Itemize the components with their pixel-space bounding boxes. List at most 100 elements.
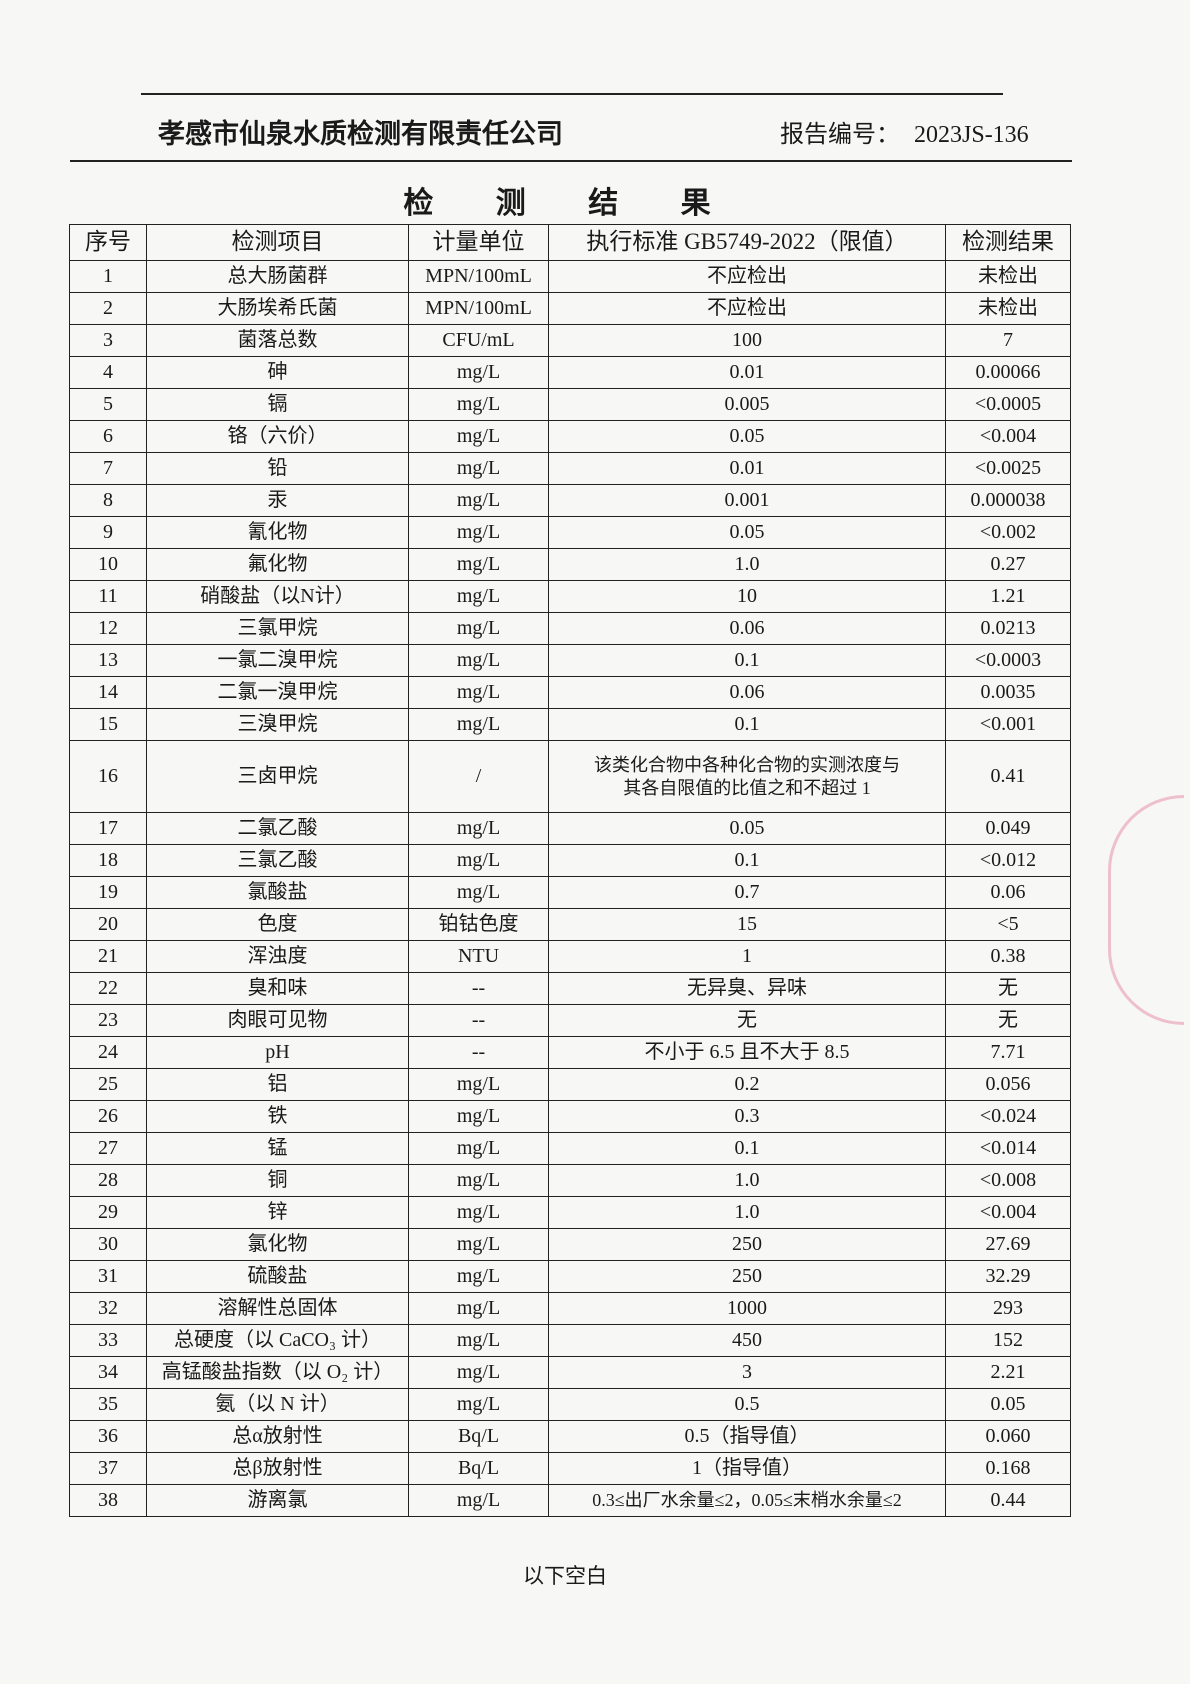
cell-result: 0.38	[945, 940, 1071, 973]
cell-item: 三卤甲烷	[146, 740, 409, 813]
table-row: 7 铅 mg/L 0.01 <0.0025	[69, 452, 1071, 485]
cell-index: 12	[69, 612, 147, 645]
cell-index: 6	[69, 420, 147, 453]
cell-item: 二氯一溴甲烷	[146, 676, 409, 709]
table-row: 28 铜 mg/L 1.0 <0.008	[69, 1164, 1071, 1197]
table-row: 11 硝酸盐（以N计） mg/L 10 1.21	[69, 580, 1071, 613]
cell-standard: 0.05	[548, 420, 946, 453]
cell-index: 20	[69, 908, 147, 941]
cell-unit: /	[408, 740, 549, 813]
cell-unit: --	[408, 1036, 549, 1069]
table-row: 31 硫酸盐 mg/L 250 32.29	[69, 1260, 1071, 1293]
table-row: 1 总大肠菌群 MPN/100mL 不应检出 未检出	[69, 260, 1071, 293]
table-row: 23 肉眼可见物 -- 无无	[69, 1004, 1071, 1037]
cell-unit: NTU	[408, 940, 549, 973]
cell-item: 三氯甲烷	[146, 612, 409, 645]
cell-unit: mg/L	[408, 484, 549, 517]
cell-unit: MPN/100mL	[408, 292, 549, 325]
official-seal-stamp	[1108, 795, 1184, 1025]
cell-item: 铁	[146, 1100, 409, 1133]
cell-item: 镉	[146, 388, 409, 421]
cell-result: <0.014	[945, 1132, 1071, 1165]
cell-result: 293	[945, 1292, 1071, 1325]
cell-item: pH	[146, 1036, 409, 1069]
cell-index: 22	[69, 972, 147, 1005]
cell-result: 无	[945, 1004, 1071, 1037]
cell-item: 锰	[146, 1132, 409, 1165]
cell-index: 9	[69, 516, 147, 549]
cell-result: <0.001	[945, 708, 1071, 741]
cell-standard: 0.5（指导值）	[548, 1420, 946, 1453]
table-row: 35 氨（以 N 计） mg/L 0.5 0.05	[69, 1388, 1071, 1421]
results-table: 序号 检测项目 计量单位 执行标准 GB5749-2022（限值） 检测结果 1…	[69, 224, 1071, 1517]
cell-result: 0.049	[945, 812, 1071, 845]
table-row: 29 锌 mg/L 1.0 <0.004	[69, 1196, 1071, 1229]
cell-index: 8	[69, 484, 147, 517]
cell-result: 1.21	[945, 580, 1071, 613]
cell-result: 0.06	[945, 876, 1071, 909]
cell-result: 无	[945, 972, 1071, 1005]
cell-standard: 0.05	[548, 516, 946, 549]
cell-item: 二氯乙酸	[146, 812, 409, 845]
cell-result: 0.27	[945, 548, 1071, 581]
cell-standard: 不应检出	[548, 292, 946, 325]
cell-unit: --	[408, 972, 549, 1005]
table-row: 13 一氯二溴甲烷 mg/L 0.1 <0.0003	[69, 644, 1071, 677]
cell-standard: 该类化合物中各种化合物的实测浓度与 其各自限值的比值之和不超过 1	[548, 740, 946, 813]
cell-unit: mg/L	[408, 844, 549, 877]
cell-unit: mg/L	[408, 1388, 549, 1421]
table-row: 34 高锰酸盐指数（以 O₂ 计） mg/L 3 2.21	[69, 1356, 1071, 1389]
table-row: 24 pH -- 不小于 6.5 且不大于 8.5 7.71	[69, 1036, 1071, 1069]
report-number-value: 2023JS-136	[914, 122, 1029, 148]
cell-index: 25	[69, 1068, 147, 1101]
cell-standard: 250	[548, 1228, 946, 1261]
cell-result: 0.41	[945, 740, 1071, 813]
page-title: 检 测 结 果	[403, 186, 737, 221]
cell-item: 氨（以 N 计）	[146, 1388, 409, 1421]
cell-index: 4	[69, 356, 147, 389]
cell-item: 氯化物	[146, 1228, 409, 1261]
cell-item: 溶解性总固体	[146, 1292, 409, 1325]
cell-item: 铅	[146, 452, 409, 485]
cell-item: 砷	[146, 356, 409, 389]
cell-standard: 不小于 6.5 且不大于 8.5	[548, 1036, 946, 1069]
cell-standard: 100	[548, 324, 946, 357]
table-row: 26 铁 mg/L 0.3 <0.024	[69, 1100, 1071, 1133]
cell-index: 7	[69, 452, 147, 485]
cell-unit: mg/L	[408, 876, 549, 909]
cell-result: <5	[945, 908, 1071, 941]
cell-unit: MPN/100mL	[408, 260, 549, 293]
cell-result: 0.060	[945, 1420, 1071, 1453]
cell-index: 27	[69, 1132, 147, 1165]
cell-item: 铜	[146, 1164, 409, 1197]
cell-standard: 15	[548, 908, 946, 941]
cell-result: 0.00066	[945, 356, 1071, 389]
cell-standard: 无	[548, 1004, 946, 1037]
cell-standard: 0.1	[548, 844, 946, 877]
cell-index: 19	[69, 876, 147, 909]
table-row: 12 三氯甲烷 mg/L 0.06 0.0213	[69, 612, 1071, 645]
cell-result: 7.71	[945, 1036, 1071, 1069]
cell-index: 17	[69, 812, 147, 845]
cell-result: 0.0213	[945, 612, 1071, 645]
table-row: 21 浑浊度 NTU 1 0.38	[69, 940, 1071, 973]
cell-result: 0.000038	[945, 484, 1071, 517]
table-row: 22 臭和味 -- 无异臭、异味无	[69, 972, 1071, 1005]
cell-result: 32.29	[945, 1260, 1071, 1293]
table-row: 14 二氯一溴甲烷 mg/L 0.06 0.0035	[69, 676, 1071, 709]
col-header-index: 序号	[69, 224, 147, 261]
cell-item: 氟化物	[146, 548, 409, 581]
cell-item: 氯酸盐	[146, 876, 409, 909]
cell-standard: 3	[548, 1356, 946, 1389]
cell-item: 色度	[146, 908, 409, 941]
cell-item: 硫酸盐	[146, 1260, 409, 1293]
cell-index: 26	[69, 1100, 147, 1133]
cell-index: 13	[69, 644, 147, 677]
cell-result: 0.168	[945, 1452, 1071, 1485]
cell-unit: mg/L	[408, 1196, 549, 1229]
cell-result: 152	[945, 1324, 1071, 1357]
cell-item: 臭和味	[146, 972, 409, 1005]
cell-index: 33	[69, 1324, 147, 1357]
cell-unit: mg/L	[408, 1068, 549, 1101]
table-row: 30 氯化物 mg/L 250 27.69	[69, 1228, 1071, 1261]
